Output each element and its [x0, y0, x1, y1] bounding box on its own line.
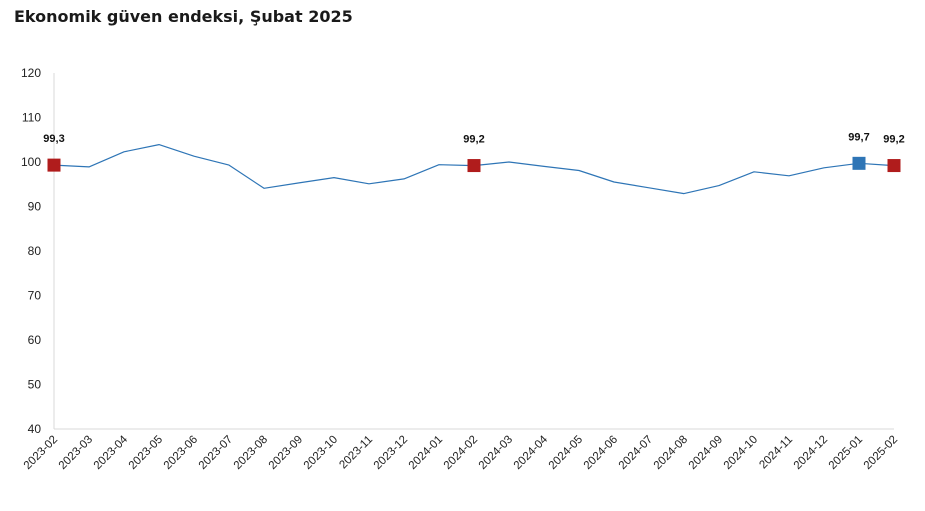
x-tick-label: 2024-04: [512, 433, 551, 472]
x-tick-label: 2023-04: [92, 433, 131, 472]
x-tick-label: 2024-01: [407, 434, 445, 472]
data-label: 99,2: [463, 134, 484, 146]
x-tick-label: 2024-12: [792, 434, 830, 472]
x-tick-label: 2023-12: [372, 434, 410, 472]
x-tick-label: 2023-02: [22, 434, 60, 472]
chart-title: Ekonomik güven endeksi, Şubat 2025: [14, 7, 353, 26]
x-tick-label: 2023-11: [337, 434, 375, 472]
y-tick-label: 100: [21, 155, 41, 169]
x-tick-label: 2024-09: [687, 434, 725, 472]
y-tick-label: 110: [22, 111, 41, 125]
y-axis: 40 50 60 70 80 90 100 110 120: [21, 66, 55, 436]
data-label: 99,2: [883, 134, 904, 146]
y-tick-label: 50: [28, 378, 42, 392]
x-tick-label: 2024-10: [722, 434, 760, 472]
x-tick-label: 2023-07: [197, 434, 235, 472]
data-label: 99,3: [43, 133, 64, 145]
x-tick-label: 2024-02: [442, 434, 480, 472]
x-tick-label: 2024-07: [617, 434, 655, 472]
highlight-marker: [467, 159, 481, 173]
y-tick-label: 40: [28, 422, 42, 436]
x-tick-label: 2023-10: [302, 434, 340, 472]
highlight-marker: [887, 159, 901, 173]
y-tick-label: 80: [28, 244, 42, 258]
data-label: 99,7: [848, 131, 869, 143]
x-tick-label: 2023-05: [127, 434, 165, 472]
y-tick-label: 60: [28, 333, 42, 347]
x-tick-label: 2025-01: [827, 434, 865, 472]
y-tick-label: 90: [28, 200, 42, 214]
x-tick-label: 2023-06: [162, 434, 200, 472]
x-tick-label: 2024-06: [582, 434, 620, 472]
x-tick-label: 2024-03: [477, 434, 515, 472]
highlight-marker: [852, 156, 866, 170]
y-tick-label: 120: [21, 66, 41, 80]
x-tick-label: 2024-11: [757, 434, 795, 472]
x-axis: 2023-022023-032023-042023-052023-062023-…: [22, 428, 900, 472]
x-tick-label: 2023-08: [232, 434, 270, 472]
x-tick-label: 2023-03: [57, 434, 95, 472]
y-tick-label: 70: [28, 289, 42, 303]
x-tick-label: 2024-05: [547, 434, 585, 472]
x-tick-label: 2024-08: [652, 434, 690, 472]
data-labels: 99,3 99,2 99,7 99,2: [43, 131, 904, 145]
highlight-marker: [47, 158, 61, 172]
highlight-markers: [47, 156, 901, 173]
x-tick-label: 2023-09: [267, 434, 305, 472]
x-tick-label: 2025-02: [862, 434, 900, 472]
